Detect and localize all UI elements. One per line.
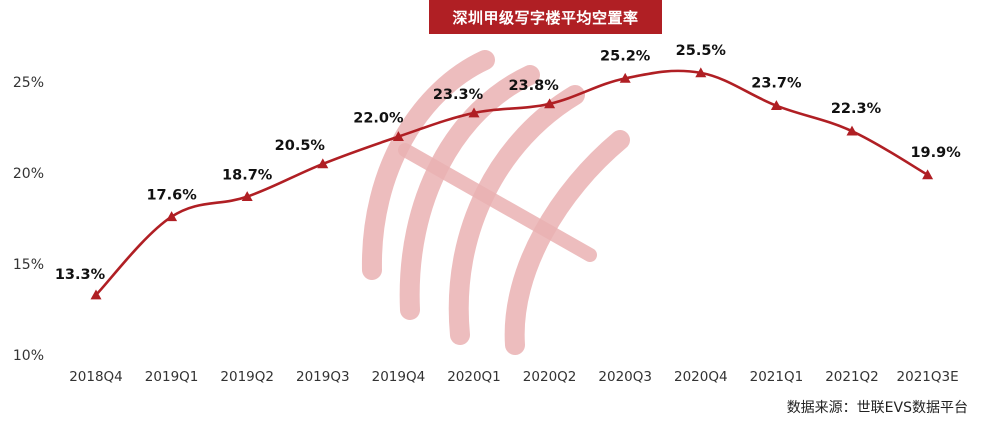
data-label: 23.7% [751,76,802,92]
data-point [468,107,480,118]
watermark-bar [398,143,597,262]
data-label: 13.3% [55,267,106,283]
x-tick-label: 2021Q3E [897,369,959,385]
data-label: 23.8% [508,78,559,94]
data-labels: 13.3% 17.6% 18.7%20.5% 22.0% 23.3% 23.8% 25.2%… [55,43,961,283]
y-tick-label: 15% [13,257,44,273]
x-tick-label: 2021Q1 [750,369,804,385]
x-tick-label: 2019Q2 [220,369,274,385]
data-point [317,158,329,169]
x-tick-label: 2019Q3 [296,369,350,385]
data-point [241,191,253,202]
x-tick-label: 2018Q4 [69,369,123,385]
x-tick-label: 2020Q1 [447,369,501,385]
y-axis: 10% 15% 20% 25% [13,75,44,364]
data-point [544,98,556,109]
data-label: 20.5% [275,138,326,154]
data-label: 22.3% [831,101,882,117]
data-point [619,72,631,83]
data-point [695,67,707,78]
data-point [90,289,102,300]
watermark-logo [361,50,630,355]
data-point [392,131,404,141]
x-tick-label: 2021Q2 [825,369,879,385]
data-label: 19.9% [910,145,961,161]
x-axis: 2018Q4 2019Q1 2019Q2 2019Q3 2019Q4 2020Q1 2020… [69,369,958,385]
watermark-arc [361,50,495,280]
x-tick-label: 2020Q3 [598,369,652,385]
y-tick-label: 25% [13,75,44,91]
data-label: 25.5% [676,43,727,59]
data-point [166,211,178,222]
data-markers [90,67,934,300]
x-tick-label: 2019Q4 [372,369,426,385]
y-tick-label: 10% [13,348,44,364]
source-note: 数据来源：世联EVS数据平台 [786,400,968,416]
data-label: 18.7% [222,168,273,184]
chart-title-box: 深圳甲级写字楼平均空置率 [429,0,662,34]
data-label: 22.0% [353,111,404,127]
x-tick-label: 2020Q2 [523,369,577,385]
data-label: 25.2% [600,48,651,64]
data-point [922,169,934,180]
data-point [770,100,782,111]
data-label: 23.3% [433,87,484,103]
series-line [95,69,929,296]
x-tick-label: 2019Q1 [145,369,199,385]
x-tick-label: 2020Q4 [674,369,728,385]
data-label: 17.6% [146,188,197,204]
y-tick-label: 20% [13,166,44,182]
data-point [846,125,858,136]
chart-title: 深圳甲级写字楼平均空置率 [452,8,639,27]
